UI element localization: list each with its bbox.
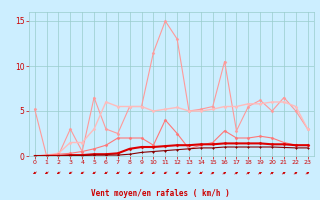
Text: Vent moyen/en rafales ( km/h ): Vent moyen/en rafales ( km/h ) <box>91 189 229 198</box>
